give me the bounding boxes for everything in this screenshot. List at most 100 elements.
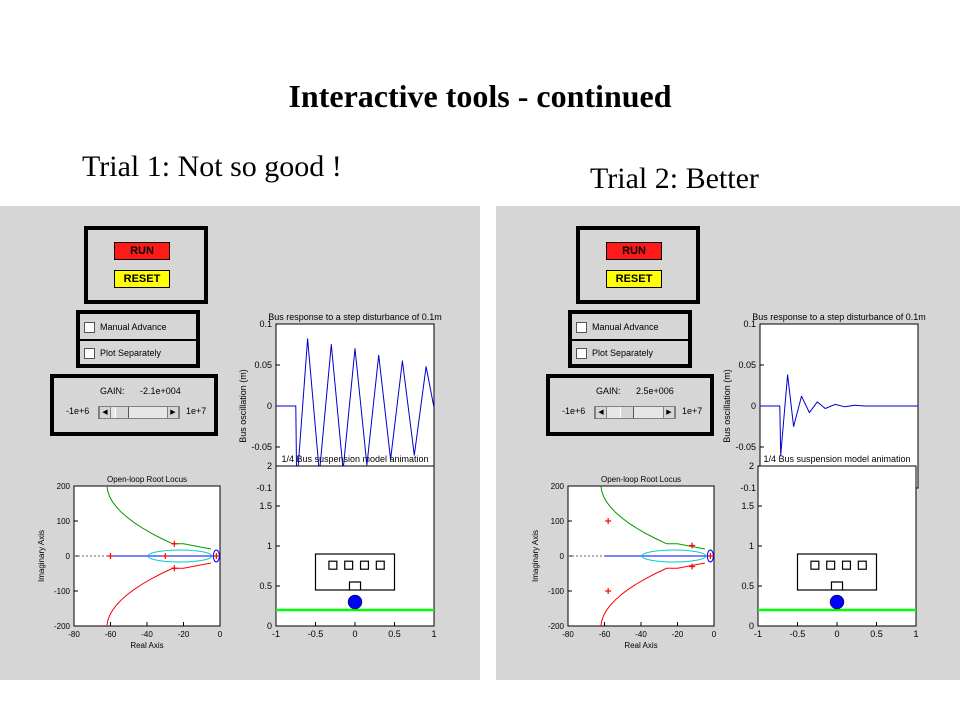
options-divider xyxy=(80,339,196,341)
gain-value: 2.5e+006 xyxy=(636,386,674,396)
trial2-animation-x-tick-label: 0.5 xyxy=(870,629,883,639)
slider-thumb[interactable] xyxy=(620,407,635,418)
trial1-animation-bus-window xyxy=(328,560,338,570)
plot-separately-label: Plot Separately xyxy=(100,348,162,358)
gain-box: GAIN: -2.1e+004 -1e+6 ◀ ▶ 1e+7 xyxy=(50,374,218,436)
trial1-rootlocus-y-tick-label: -100 xyxy=(54,587,71,596)
trial1-rootlocus-y-tick-label: 0 xyxy=(66,552,71,561)
trial2-rootlocus-pole-marker xyxy=(707,553,714,559)
trial2-response-y-tick-label: -0.1 xyxy=(740,483,756,493)
trial1-rootlocus-x-tick-label: -20 xyxy=(178,630,190,639)
trial-1-label: Trial 1: Not so good ! xyxy=(82,150,342,183)
trial2-response-y-tick-label: 0.05 xyxy=(738,360,756,370)
trial1-rootlocus-pole-marker xyxy=(171,565,178,572)
trial2-animation-x-tick-label: -0.5 xyxy=(790,629,806,639)
plot-separately-checkbox[interactable] xyxy=(576,347,587,359)
trial1-rootlocus-locus-cyan xyxy=(147,549,213,563)
reset-button[interactable]: RESET xyxy=(606,270,662,288)
trial1-rootlocus-y-tick-label: 100 xyxy=(57,517,71,526)
trial1-rootlocus-title: Open-loop Root Locus xyxy=(107,475,187,484)
slider-left-arrow-icon[interactable]: ◀ xyxy=(595,407,607,418)
trial1-animation-y-tick-label: 0.5 xyxy=(259,581,272,591)
trial2-animation-title: 1/4 Bus suspension model animation xyxy=(763,454,910,464)
trial2-animation-bus-window xyxy=(826,560,836,570)
run-button[interactable]: RUN xyxy=(114,242,170,260)
trial2-animation-bus-body xyxy=(796,553,878,591)
trial2-animation-y-tick-label: 0 xyxy=(749,621,754,631)
trial2-rootlocus-locus-red xyxy=(600,562,705,627)
trial2-rootlocus-locus-green xyxy=(600,485,705,550)
plot-separately-option[interactable]: Plot Separately xyxy=(576,342,653,364)
manual-advance-checkbox[interactable] xyxy=(84,321,95,333)
plot-separately-checkbox[interactable] xyxy=(84,347,95,359)
trial1-animation-x-tick-label: -1 xyxy=(272,629,280,639)
trial2-rootlocus-pole-marker xyxy=(689,563,696,570)
manual-advance-checkbox[interactable] xyxy=(576,321,587,333)
trial2-animation-bus-window xyxy=(841,560,852,570)
trial2-rootlocus-locus-cyan xyxy=(641,549,707,563)
trial1-animation-y-tick-label: 1.5 xyxy=(259,501,272,511)
slider-right-arrow-icon[interactable]: ▶ xyxy=(663,407,675,418)
trial1-animation-suspension xyxy=(348,581,362,590)
trial2-animation-wheel xyxy=(829,594,845,610)
gain-label: GAIN: xyxy=(100,386,125,396)
trial1-rootlocus-x-label: Real Axis xyxy=(130,641,163,650)
trial1-rootlocus-x-tick-label: -60 xyxy=(105,630,117,639)
trial2-response-title: Bus response to a step disturbance of 0.… xyxy=(752,312,926,322)
manual-advance-option[interactable]: Manual Advance xyxy=(84,316,167,338)
plot-separately-option[interactable]: Plot Separately xyxy=(84,342,161,364)
options-box: Manual Advance Plot Separately xyxy=(568,310,692,368)
trial1-response-y-tick-label: -0.1 xyxy=(256,483,272,493)
trial2-animation-y-tick-label: 0.5 xyxy=(741,581,754,591)
trial2-rootlocus-x-tick-label: -20 xyxy=(672,630,684,639)
trial2-animation-x-tick-label: 1 xyxy=(913,629,918,639)
slider-max-label: 1e+7 xyxy=(186,406,207,416)
trial1-rootlocus-locus-green xyxy=(106,485,211,550)
trial2-animation-bus-window xyxy=(810,560,820,570)
trial1-rootlocus-locus-red xyxy=(106,562,211,627)
options-box: Manual Advance Plot Separately xyxy=(76,310,200,368)
trial2-rootlocus-y-tick-label: -200 xyxy=(548,622,565,631)
manual-advance-label: Manual Advance xyxy=(100,322,167,332)
trial1-animation-x-tick-label: 0 xyxy=(352,629,357,639)
trial1-rootlocus-x-tick-label: 0 xyxy=(218,630,223,639)
trial1-response-y-tick-label: 0.05 xyxy=(254,360,272,370)
manual-advance-label: Manual Advance xyxy=(592,322,659,332)
trial1-response-y-tick-label: 0 xyxy=(267,401,272,411)
run-button[interactable]: RUN xyxy=(606,242,662,260)
trial2-rootlocus-title: Open-loop Root Locus xyxy=(601,475,681,484)
trial1-animation-title: 1/4 Bus suspension model animation xyxy=(281,454,428,464)
gain-slider[interactable]: ◀ ▶ xyxy=(594,406,676,419)
trial1-rootlocus-pole-marker xyxy=(107,553,114,559)
trial2-rootlocus-x-label: Real Axis xyxy=(624,641,657,650)
trial2-animation-x-tick-label: -1 xyxy=(754,629,762,639)
trial1-rootlocus-pole-marker xyxy=(162,553,169,559)
manual-advance-option[interactable]: Manual Advance xyxy=(576,316,659,338)
gain-label: GAIN: xyxy=(596,386,621,396)
trial1-animation-y-tick-label: 1 xyxy=(267,541,272,551)
trial1-rootlocus-y-tick-label: 200 xyxy=(57,482,71,491)
run-reset-box: RUN RESET xyxy=(576,226,700,304)
trial1-animation-wheel xyxy=(347,594,363,610)
slider-right-arrow-icon[interactable]: ▶ xyxy=(167,407,179,418)
reset-button[interactable]: RESET xyxy=(114,270,170,288)
gain-slider[interactable]: ◀ ▶ xyxy=(98,406,180,419)
slider-min-label: -1e+6 xyxy=(562,406,586,416)
trial1-animation-bus-window xyxy=(344,560,354,570)
slider-min-label: -1e+6 xyxy=(66,406,90,416)
slider-thumb[interactable] xyxy=(115,407,130,418)
trial2-animation-bus-window xyxy=(857,560,867,570)
trial1-response-title: Bus response to a step disturbance of 0.… xyxy=(268,312,442,322)
trial2-response-y-tick-label: -0.05 xyxy=(735,442,756,452)
trial1-animation-bus-body xyxy=(314,553,396,591)
trial1-response-series-line xyxy=(276,338,435,487)
trial1-rootlocus-pole-marker xyxy=(171,540,178,547)
trial2-animation-y-tick-label: 2 xyxy=(749,461,754,471)
slider-left-arrow-icon[interactable]: ◀ xyxy=(99,407,111,418)
options-divider xyxy=(572,339,688,341)
trial2-rootlocus-y-tick-label: -100 xyxy=(548,587,565,596)
trial2-rootlocus-y-tick-label: 0 xyxy=(560,552,565,561)
